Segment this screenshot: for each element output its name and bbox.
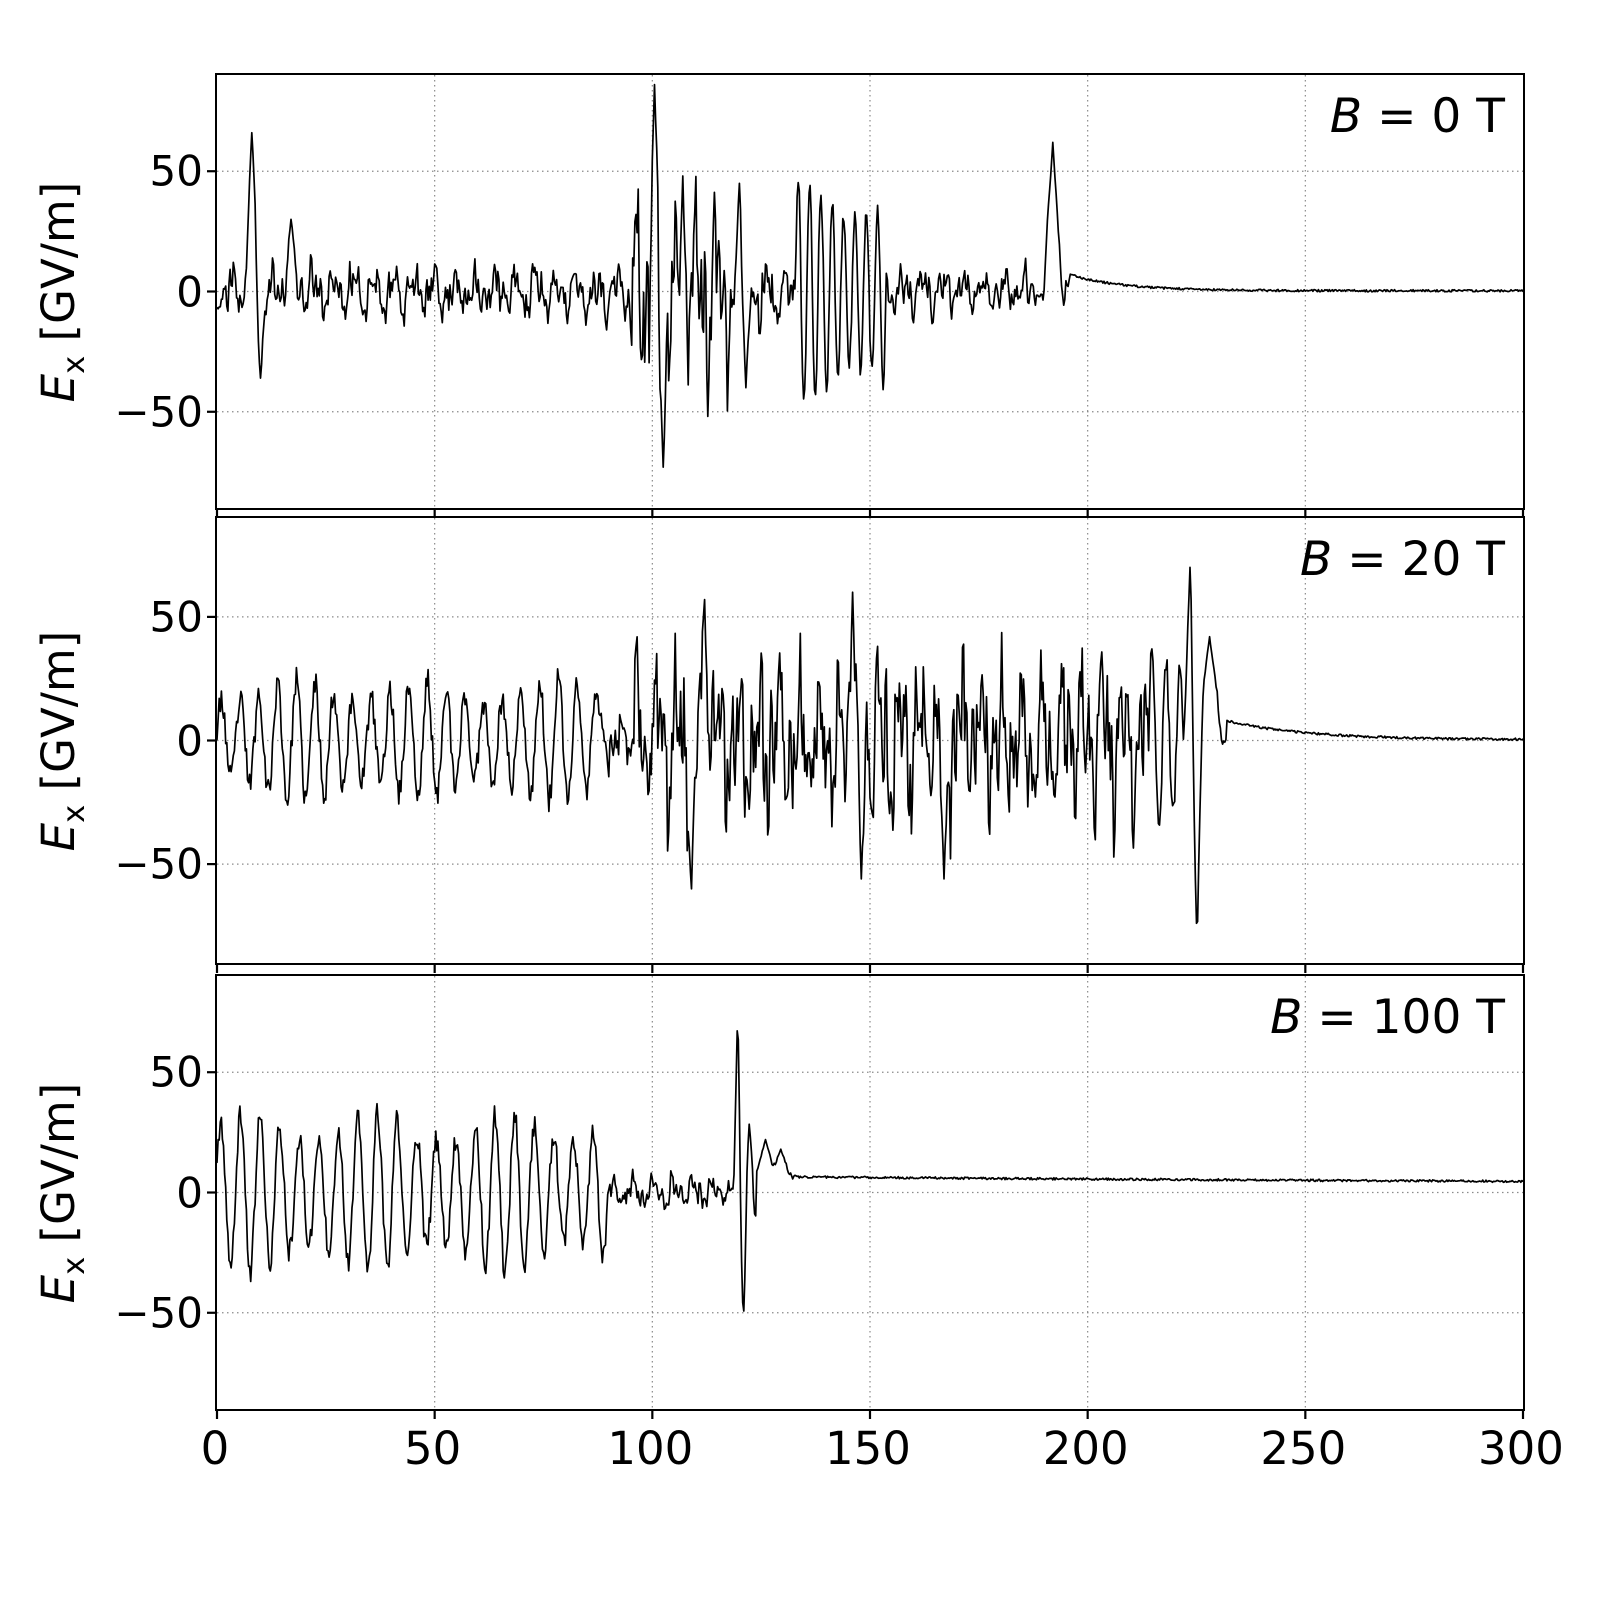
x-tick-label: 100 [607, 1422, 694, 1475]
y-tick-labels: 50 0 −50 [0, 516, 203, 965]
y-tick-label: 50 [149, 146, 203, 196]
field-strength-label: B = 0 T [1330, 89, 1505, 144]
ex-field-trace [216, 1029, 1524, 1312]
annotation-variable: B [1300, 532, 1333, 587]
y-tick-label: 0 [176, 267, 203, 316]
y-tick-label: 50 [149, 1047, 203, 1097]
annotation-variable: B [1270, 990, 1303, 1045]
x-tick-label: 300 [1478, 1422, 1564, 1475]
y-tick-label: −50 [114, 387, 203, 437]
field-strength-label: B = 20 T [1300, 532, 1505, 587]
ex-field-trace [216, 83, 1524, 468]
plot-area [207, 73, 1525, 518]
line-plot [207, 518, 1525, 973]
annotation-value: = 0 T [1362, 89, 1505, 144]
y-tick-label: 0 [176, 1168, 203, 1217]
annotation-value: = 100 T [1302, 990, 1505, 1045]
y-tick-labels: 50 0 −50 [0, 73, 203, 510]
plot-area [207, 974, 1525, 1419]
plot-area [207, 516, 1525, 973]
line-plot [207, 976, 1525, 1419]
x-tick-label: 150 [825, 1422, 911, 1475]
x-tick-label: 0 [200, 1422, 230, 1475]
x-tick-label: 250 [1260, 1422, 1347, 1475]
annotation-variable: B [1329, 89, 1363, 144]
line-plot [207, 75, 1525, 518]
annotation-value: = 20 T [1332, 532, 1505, 587]
panel-b-100t: Ex [GV/m] 50 0 −50 B = 100 T [0, 974, 1600, 1419]
x-tick-label: 200 [1042, 1422, 1129, 1475]
x-tick-label: 50 [404, 1422, 462, 1475]
y-tick-labels: 50 0 −50 [0, 974, 203, 1411]
y-tick-label: 50 [149, 592, 203, 642]
ex-field-trace [216, 566, 1524, 925]
y-tick-label: −50 [114, 1288, 203, 1338]
field-strength-label: B = 100 T [1270, 990, 1505, 1045]
panel-b-0t: Ex [GV/m] 50 0 −50 B = 0 T [0, 73, 1600, 518]
y-tick-label: 0 [176, 716, 203, 765]
panel-b-20t: Ex [GV/m] 50 0 −50 B = 20 T [0, 516, 1600, 973]
y-tick-label: −50 [114, 839, 203, 889]
x-tick-labels: 0 50 100 150 200 250 300 [201, 1422, 1564, 1482]
